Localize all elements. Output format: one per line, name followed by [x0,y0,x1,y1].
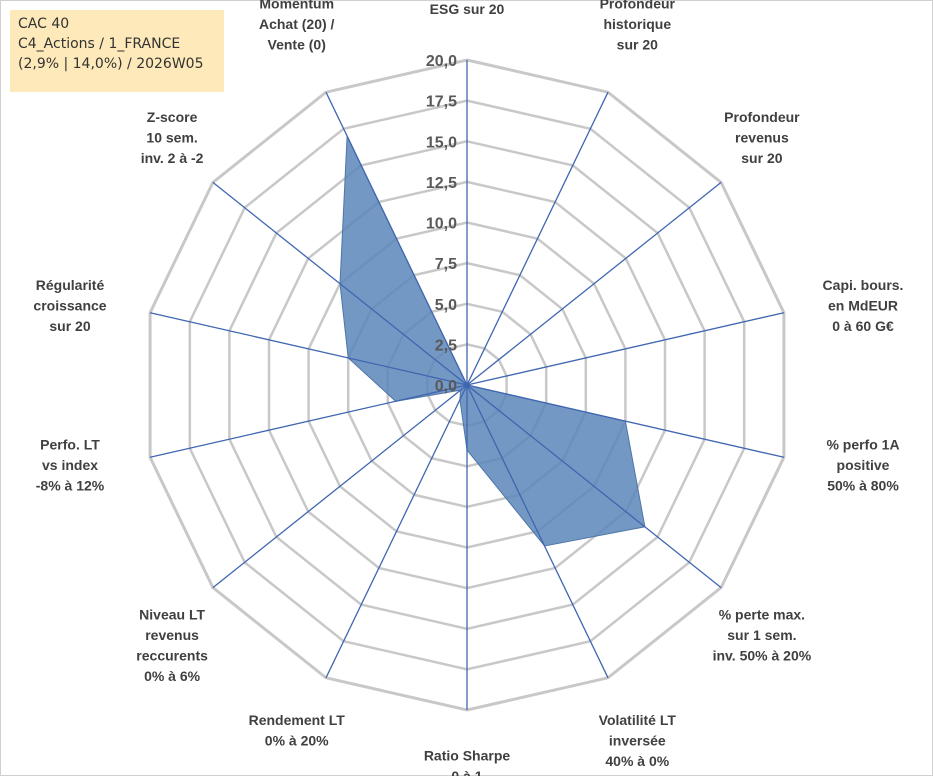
axis-label-6: Volatilité LT inversée 40% à 0% [599,712,677,769]
tick-label-5: 12,5 [426,175,457,192]
spoke-10 [149,384,468,458]
info-line-portfolio: C4_Actions / 1_FRANCE [18,36,181,52]
tick-label-8: 20,0 [426,53,457,70]
series-area-0 [339,135,646,547]
tick-label-3: 7,5 [435,256,457,273]
tick-label-0: 0,0 [435,378,457,395]
axis-label-9: Niveau LT revenus reccurents 0% à 6% [136,607,208,685]
spoke-11 [149,312,468,386]
info-box: CAC 40 C4_Actions / 1_FRANCE (2,9% | 14,… [10,10,224,92]
axis-label-3: Capi. bours. en MdEUR 0 à 60 G€ [823,277,904,334]
axis-label-1: Profondeur historique sur 20 [600,0,676,53]
spoke-4 [466,384,785,458]
spoke-2 [466,181,722,386]
spoke-3 [466,312,785,386]
axis-label-13: Momentum Achat (20) / Vente (0) [259,0,335,53]
axis-label-8: Rendement LT 0% à 20% [249,712,346,749]
spoke-9 [212,384,468,589]
axis-label-7: Ratio Sharpe 0 à 1 [424,748,511,776]
tick-label-4: 10,0 [426,216,457,233]
tick-label-1: 2,5 [435,337,457,354]
spoke-5 [466,384,722,589]
axis-label-5: % perte max. sur 1 sem. inv. 50% à 20% [713,607,812,664]
axis-label-12: Z-score 10 sem. inv. 2 à -2 [141,109,204,166]
axis-label-10: Perfo. LT vs index -8% à 12% [36,436,105,493]
info-line-stats: (2,9% | 14,0%) / 2026W05 [18,56,204,72]
spoke-6 [466,384,609,679]
axis-label-2: Profondeur revenus sur 20 [724,109,800,166]
axis-label-4: % perfo 1A positive 50% à 80% [826,436,899,493]
spoke-12 [212,181,468,386]
tick-label-2: 5,0 [435,297,457,314]
axis-label-0: NoteESG sur 20 [430,0,505,17]
axis-label-11: Régularité croissance sur 20 [33,277,106,334]
spoke-1 [466,91,609,386]
tick-label-6: 15,0 [426,134,457,151]
spoke-8 [325,384,468,679]
info-line-index: CAC 40 [18,16,70,32]
spoke-13 [325,91,468,386]
tick-label-7: 17,5 [426,94,457,111]
